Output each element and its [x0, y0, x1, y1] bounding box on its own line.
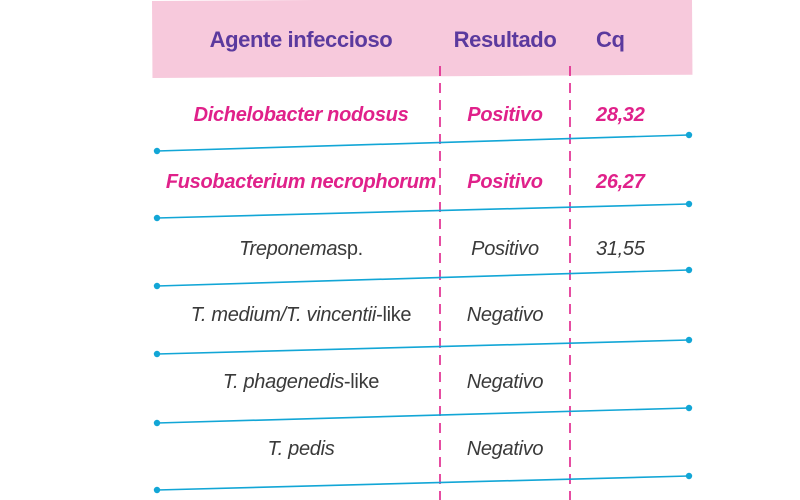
row-1-cq: 28,32 — [596, 103, 645, 126]
row-6-result: Negativo — [466, 437, 544, 460]
row-rule-5-start-dot — [153, 419, 161, 427]
row-6-cq — [570, 432, 670, 466]
row-6-agent-name: T. pedis — [267, 437, 335, 460]
row-5-agent: T. phagenedis -like — [160, 365, 442, 399]
row-3-agent-name: Treponema — [239, 237, 338, 260]
row-5-agent-suffix: -like — [343, 370, 380, 393]
row-4-result: Negativo — [466, 303, 544, 326]
row-rule-3-start-dot — [153, 282, 161, 290]
row-3-result: Positivo — [471, 237, 539, 260]
row-2-agent-name: Fusobacterium necrophorum — [165, 170, 437, 193]
row-rule-1-start-dot — [153, 147, 161, 155]
row-rule-1-end-dot — [685, 131, 693, 139]
row-5-agent-name: T. phagenedis — [222, 370, 344, 393]
row-5-cq — [570, 365, 670, 399]
header-cq: Cq — [596, 27, 625, 52]
row-3-agent-suffix: sp. — [337, 237, 363, 260]
row-rule-1 — [156, 134, 690, 152]
row-4-agent-suffix: -like — [376, 303, 412, 326]
row-5-result: Negativo — [466, 370, 544, 393]
row-1-agent: Dichelobacter nodosus — [160, 98, 442, 132]
row-rule-6-end-dot — [685, 472, 693, 480]
row-rule-6 — [156, 475, 690, 491]
row-4-agent-name: T. medium/T. vincentii — [190, 303, 377, 326]
row-rule-3-end-dot — [685, 266, 693, 274]
row-2-result: Positivo — [467, 170, 543, 193]
row-2-cq: 26,27 — [596, 170, 645, 193]
row-rule-5 — [156, 407, 690, 424]
row-3-agent: Treponema sp. — [160, 232, 442, 266]
row-6-agent: T. pedis — [160, 432, 442, 466]
header-result: Resultado — [453, 27, 557, 52]
row-1-result: Positivo — [467, 103, 543, 126]
row-rule-4 — [156, 339, 690, 355]
row-rule-2-start-dot — [153, 214, 161, 222]
row-1-agent-name: Dichelobacter nodosus — [193, 103, 409, 126]
row-rule-2-end-dot — [685, 200, 693, 208]
row-2-agent: Fusobacterium necrophorum — [160, 165, 442, 199]
row-4-agent: T. medium/T. vincentii -like — [160, 298, 442, 332]
row-3-cq: 31,55 — [596, 237, 645, 260]
row-rule-2 — [156, 203, 690, 219]
row-rule-4-start-dot — [153, 350, 161, 358]
row-rule-3 — [156, 269, 690, 287]
row-rule-4-end-dot — [685, 336, 693, 344]
row-rule-5-end-dot — [685, 404, 693, 412]
row-4-cq — [570, 298, 670, 332]
row-rule-6-start-dot — [153, 486, 161, 494]
header-agent: Agente infeccioso — [209, 27, 393, 52]
